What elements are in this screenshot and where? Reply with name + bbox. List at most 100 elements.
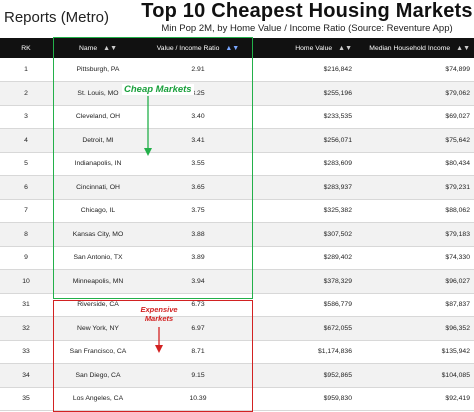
cell-ratio: 9.15: [144, 363, 252, 388]
cell-home-value: $586,779: [252, 292, 356, 317]
sort-updown-icon[interactable]: ▲▼: [456, 44, 470, 52]
cell-ratio: 3.41: [144, 128, 252, 153]
cell-rank: 10: [0, 269, 52, 294]
table-row[interactable]: 31 Riverside, CA 6.73 $586,779 $87,837: [0, 292, 474, 317]
markets-table: RK Name ▲▼ Value / Income Ratio ▲▼ Home Va…: [0, 38, 474, 411]
cell-name: Chicago, IL: [52, 199, 144, 223]
cell-rank: 34: [0, 363, 52, 388]
cell-name: San Francisco, CA: [52, 340, 144, 364]
col-header-rank[interactable]: RK: [0, 38, 52, 58]
col-header-income[interactable]: Median Household Income ▲▼: [356, 38, 474, 58]
col-header-income-label: Median Household Income: [369, 44, 451, 52]
cell-ratio: 3.55: [144, 152, 252, 176]
cell-ratio: 6.73: [144, 292, 252, 317]
table-row[interactable]: 9 San Antonio, TX 3.89 $289,402 $74,330: [0, 246, 474, 270]
expensive-annotation-line2: Markets: [144, 314, 174, 323]
cell-income: $96,027: [356, 269, 474, 294]
cell-home-value: $283,609: [252, 152, 356, 176]
table-row[interactable]: 35 Los Angeles, CA 10.39 $959,830 $92,419: [0, 387, 474, 411]
cell-ratio: 10.39: [144, 387, 252, 411]
cell-name: Kansas City, MO: [52, 222, 144, 247]
cell-name: San Diego, CA: [52, 363, 144, 388]
cell-home-value: $283,937: [252, 175, 356, 200]
cell-home-value: $959,830: [252, 387, 356, 411]
cell-home-value: $256,071: [252, 128, 356, 153]
table-row[interactable]: 34 San Diego, CA 9.15 $952,865 $104,085: [0, 363, 474, 388]
cell-rank: 5: [0, 152, 52, 176]
cell-ratio: 3.75: [144, 199, 252, 223]
cell-income: $87,837: [356, 292, 474, 317]
cell-home-value: $1,174,836: [252, 340, 356, 364]
cell-ratio: 8.71: [144, 340, 252, 364]
cell-rank: 4: [0, 128, 52, 153]
cell-ratio: 6.97: [144, 316, 252, 341]
cell-home-value: $216,842: [252, 58, 356, 82]
cell-rank: 2: [0, 81, 52, 106]
table-row[interactable]: 3 Cleveland, OH 3.40 $233,535 $69,027: [0, 105, 474, 129]
cell-home-value: $672,055: [252, 316, 356, 341]
cell-income: $79,183: [356, 222, 474, 247]
cell-rank: 7: [0, 199, 52, 223]
cell-name: St. Louis, MO: [52, 81, 144, 106]
cell-home-value: $289,402: [252, 246, 356, 270]
cell-home-value: $233,535: [252, 105, 356, 129]
cell-ratio: 3.94: [144, 269, 252, 294]
cell-income: $74,899: [356, 58, 474, 82]
col-header-rank-label: RK: [21, 44, 31, 52]
cell-income: $104,085: [356, 363, 474, 388]
cell-rank: 9: [0, 246, 52, 270]
table-row[interactable]: 4 Detroit, MI 3.41 $256,071 $75,642: [0, 128, 474, 153]
cell-rank: 33: [0, 340, 52, 364]
col-header-name-label: Name: [79, 44, 98, 52]
cell-name: Los Angeles, CA: [52, 387, 144, 411]
cell-name: Indianapolis, IN: [52, 152, 144, 176]
expensive-annotation-line1: Expensive: [140, 305, 178, 314]
table-row[interactable]: 10 Minneapolis, MN 3.94 $378,329 $96,027: [0, 269, 474, 294]
col-header-ratio[interactable]: Value / Income Ratio ▲▼: [144, 38, 252, 58]
sort-updown-icon[interactable]: ▲▼: [103, 44, 117, 52]
cell-name: New York, NY: [52, 316, 144, 341]
col-header-home-value-label: Home Value: [295, 44, 333, 52]
cell-rank: 1: [0, 58, 52, 82]
cell-ratio: 3.89: [144, 246, 252, 270]
col-header-home-value[interactable]: Home Value ▲▼: [252, 38, 356, 58]
cell-name: San Antonio, TX: [52, 246, 144, 270]
cell-rank: 8: [0, 222, 52, 247]
table-row[interactable]: 5 Indianapolis, IN 3.55 $283,609 $80,434: [0, 152, 474, 176]
cell-home-value: $952,865: [252, 363, 356, 388]
table-row[interactable]: 32 New York, NY 6.97 $672,055 $96,352: [0, 316, 474, 341]
table-row[interactable]: 33 San Francisco, CA 8.71 $1,174,836 $135,94…: [0, 340, 474, 364]
cell-home-value: $307,502: [252, 222, 356, 247]
cell-income: $74,330: [356, 246, 474, 270]
cell-home-value: $325,382: [252, 199, 356, 223]
table-row[interactable]: 2 St. Louis, MO 3.25 $255,196 $79,062: [0, 81, 474, 106]
cell-rank: 6: [0, 175, 52, 200]
sort-down-active-icon[interactable]: ▲▼: [225, 44, 240, 52]
cell-income: $79,231: [356, 175, 474, 200]
red-down-arrow-icon: [155, 327, 163, 353]
cell-rank: 35: [0, 387, 52, 411]
table-row[interactable]: 1 Pittsburgh, PA 2.91 $216,842 $74,899: [0, 58, 474, 82]
table-row[interactable]: 7 Chicago, IL 3.75 $325,382 $88,062: [0, 199, 474, 223]
cell-ratio: 2.91: [144, 58, 252, 82]
cell-income: $96,352: [356, 316, 474, 341]
cell-ratio: 3.40: [144, 105, 252, 129]
expensive-markets-annotation: Expensive Markets: [134, 305, 184, 323]
table-row[interactable]: 8 Kansas City, MO 3.88 $307,502 $79,183: [0, 222, 474, 247]
cell-income: $69,027: [356, 105, 474, 129]
cell-income: $88,062: [356, 199, 474, 223]
cell-income: $92,419: [356, 387, 474, 411]
cell-home-value: $378,329: [252, 269, 356, 294]
cell-name: Cincinnati, OH: [52, 175, 144, 200]
cell-name: Riverside, CA: [52, 292, 144, 317]
sort-updown-icon[interactable]: ▲▼: [338, 44, 352, 52]
cell-rank: 3: [0, 105, 52, 129]
cell-rank: 31: [0, 292, 52, 317]
green-down-arrow-icon: [144, 96, 152, 156]
cell-home-value: $255,196: [252, 81, 356, 106]
col-header-name[interactable]: Name ▲▼: [52, 38, 144, 58]
cell-ratio: 3.65: [144, 175, 252, 200]
cheap-markets-annotation: Cheap Markets: [122, 84, 194, 95]
table-row[interactable]: 6 Cincinnati, OH 3.65 $283,937 $79,231: [0, 175, 474, 200]
cell-rank: 32: [0, 316, 52, 341]
